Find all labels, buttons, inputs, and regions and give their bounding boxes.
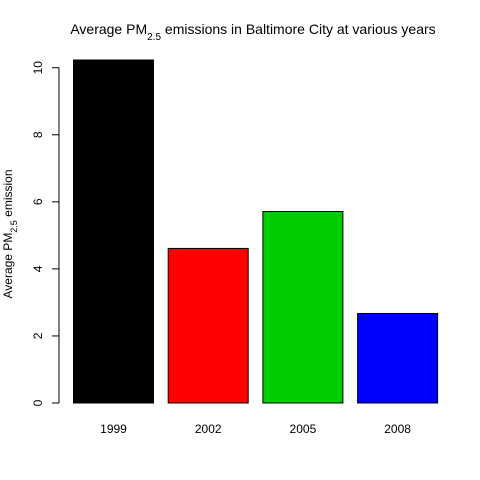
x-axis-labels: 1999 2002 2005 2008 (100, 422, 411, 436)
bar-2005 (262, 211, 344, 404)
x-tick-label-2005: 2005 (290, 422, 317, 436)
y-axis: 0 2 4 6 8 10 (31, 61, 60, 406)
y-axis-label-subscript: 2.5 (9, 220, 19, 233)
x-tick-label-2008: 2008 (384, 422, 411, 436)
bars-group (73, 59, 439, 404)
y-axis-label: Average PM2.5 emission (1, 169, 19, 298)
x-tick-label-1999: 1999 (100, 422, 127, 436)
y-tick-label-8: 8 (31, 131, 45, 138)
y-tick-label-6: 6 (31, 198, 45, 205)
bar-2002 (167, 247, 249, 404)
chart-title-prefix: Average PM (70, 21, 147, 37)
bar-1999 (73, 59, 154, 404)
y-tick-label-10: 10 (31, 61, 45, 75)
y-tick-label-2: 2 (31, 332, 45, 339)
y-axis-label-suffix: emission (1, 169, 15, 220)
y-tick-label-0: 0 (31, 399, 45, 406)
y-tick-label-4: 4 (31, 265, 45, 272)
bar-2008 (357, 312, 439, 404)
chart-title-subscript: 2.5 (147, 32, 161, 43)
x-tick-label-2002: 2002 (195, 422, 222, 436)
chart-title: Average PM2.5 emissions in Baltimore Cit… (70, 21, 435, 43)
chart-title-suffix: emissions in Baltimore City at various y… (161, 21, 436, 37)
y-axis-label-prefix: Average PM (1, 233, 15, 299)
